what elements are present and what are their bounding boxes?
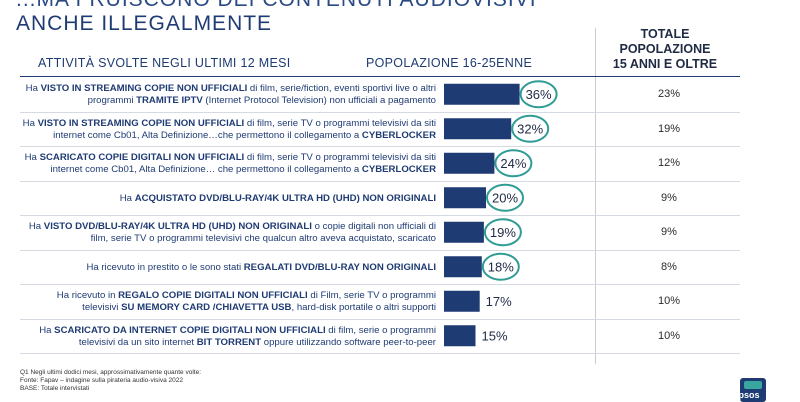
row-divider [20, 353, 740, 354]
footnote-line: Fonte: Fapav – indagine sulla pirateria … [20, 377, 183, 384]
highlight-circle [481, 252, 520, 281]
bar [444, 256, 482, 278]
total-population-value: 19% [657, 122, 681, 135]
total-header-line: 15 ANNI E OLTRE [612, 57, 718, 71]
footnote-line: BASE: Totale intervistati [20, 385, 90, 392]
highlight-circle [486, 183, 524, 212]
column-divider [595, 28, 596, 364]
total-population-value: 23% [657, 88, 681, 101]
title-line-1: ...MA FRUISCONO DEI CONTENUTI AUDIOVISIV… [16, 0, 576, 12]
row-label: Ha VISTO IN STREAMING COPIE NON UFFICIAL… [25, 83, 436, 107]
highlight-circle [511, 114, 550, 143]
total-population-value: 9% [661, 226, 677, 239]
row-label: Ha ACQUISTATO DVD/BLU-RAY/4K ULTRA HD (U… [119, 192, 436, 204]
title-line-2: ANCHE ILLEGALMENTE [16, 12, 273, 35]
highlight-circle [483, 218, 522, 247]
bar [444, 325, 476, 347]
bar-value-label: 20% [492, 190, 518, 205]
row-label: Ha SCARICATO DA INTERNET COPIE DIGITALI … [39, 324, 436, 348]
bar [444, 118, 512, 140]
row-label: Ha ricevuto in REGALO COPIE DIGITALI NON… [56, 290, 436, 314]
bar-value-label: 36% [526, 87, 552, 102]
bar-value-label: 17% [486, 294, 512, 309]
row-divider [20, 249, 740, 251]
page-title: ...MA FRUISCONO DEI CONTENUTI AUDIOVISIV… [16, 0, 576, 36]
highlight-circle [494, 149, 533, 178]
header-rule [20, 76, 740, 77]
bar [444, 83, 520, 105]
total-header-line: POPOLAZIONE [619, 42, 711, 56]
row-label: Ha VISTO DVD/BLU-RAY/4K ULTRA HD (UHD) N… [28, 221, 436, 245]
activities-column-header: ATTIVITÀ SVOLTE NEGLI ULTIMI 12 MESI [38, 56, 291, 70]
footnote: Q1 Negli ultimi dodici mesi, approssimat… [20, 369, 201, 393]
bar [444, 290, 480, 312]
highlight-circle [519, 80, 558, 109]
row-divider [20, 284, 740, 285]
total-population-value: 8% [661, 260, 677, 273]
row-divider [20, 318, 740, 320]
ipsos-logo [740, 378, 766, 402]
row-divider [20, 111, 740, 113]
total-population-value: 10% [657, 295, 681, 308]
footnote-line: Q1 Negli ultimi dodici mesi, approssimat… [20, 369, 202, 376]
bar [444, 187, 486, 209]
bar [444, 221, 484, 243]
total-column-header: TOTALE POPOLAZIONE 15 ANNI E OLTRE [604, 27, 726, 72]
row-label: Ha ricevuto in prestito o le sono stati … [86, 261, 436, 273]
total-population-value: 12% [657, 157, 681, 170]
bar-value-label: 19% [490, 225, 516, 240]
logo-text: Ipsos [736, 390, 760, 400]
bar [444, 152, 495, 174]
total-population-value: 10% [657, 329, 681, 342]
bar-value-label: 15% [481, 328, 507, 343]
total-header-line: TOTALE [640, 27, 690, 41]
row-divider [20, 146, 740, 147]
bar-value-label: 18% [488, 259, 514, 274]
row-label: Ha VISTO IN STREAMING COPIE NON UFFICIAL… [22, 117, 436, 141]
population-column-header: POPOLAZIONE 16-25ENNE [366, 56, 533, 70]
row-divider [20, 180, 740, 182]
row-label: Ha SCARICATO COPIE DIGITALI NON UFFICIAL… [24, 152, 436, 176]
total-population-value: 9% [661, 191, 677, 204]
bar-value-label: 32% [517, 121, 543, 136]
row-divider [20, 215, 740, 216]
bar-value-label: 24% [500, 156, 526, 171]
